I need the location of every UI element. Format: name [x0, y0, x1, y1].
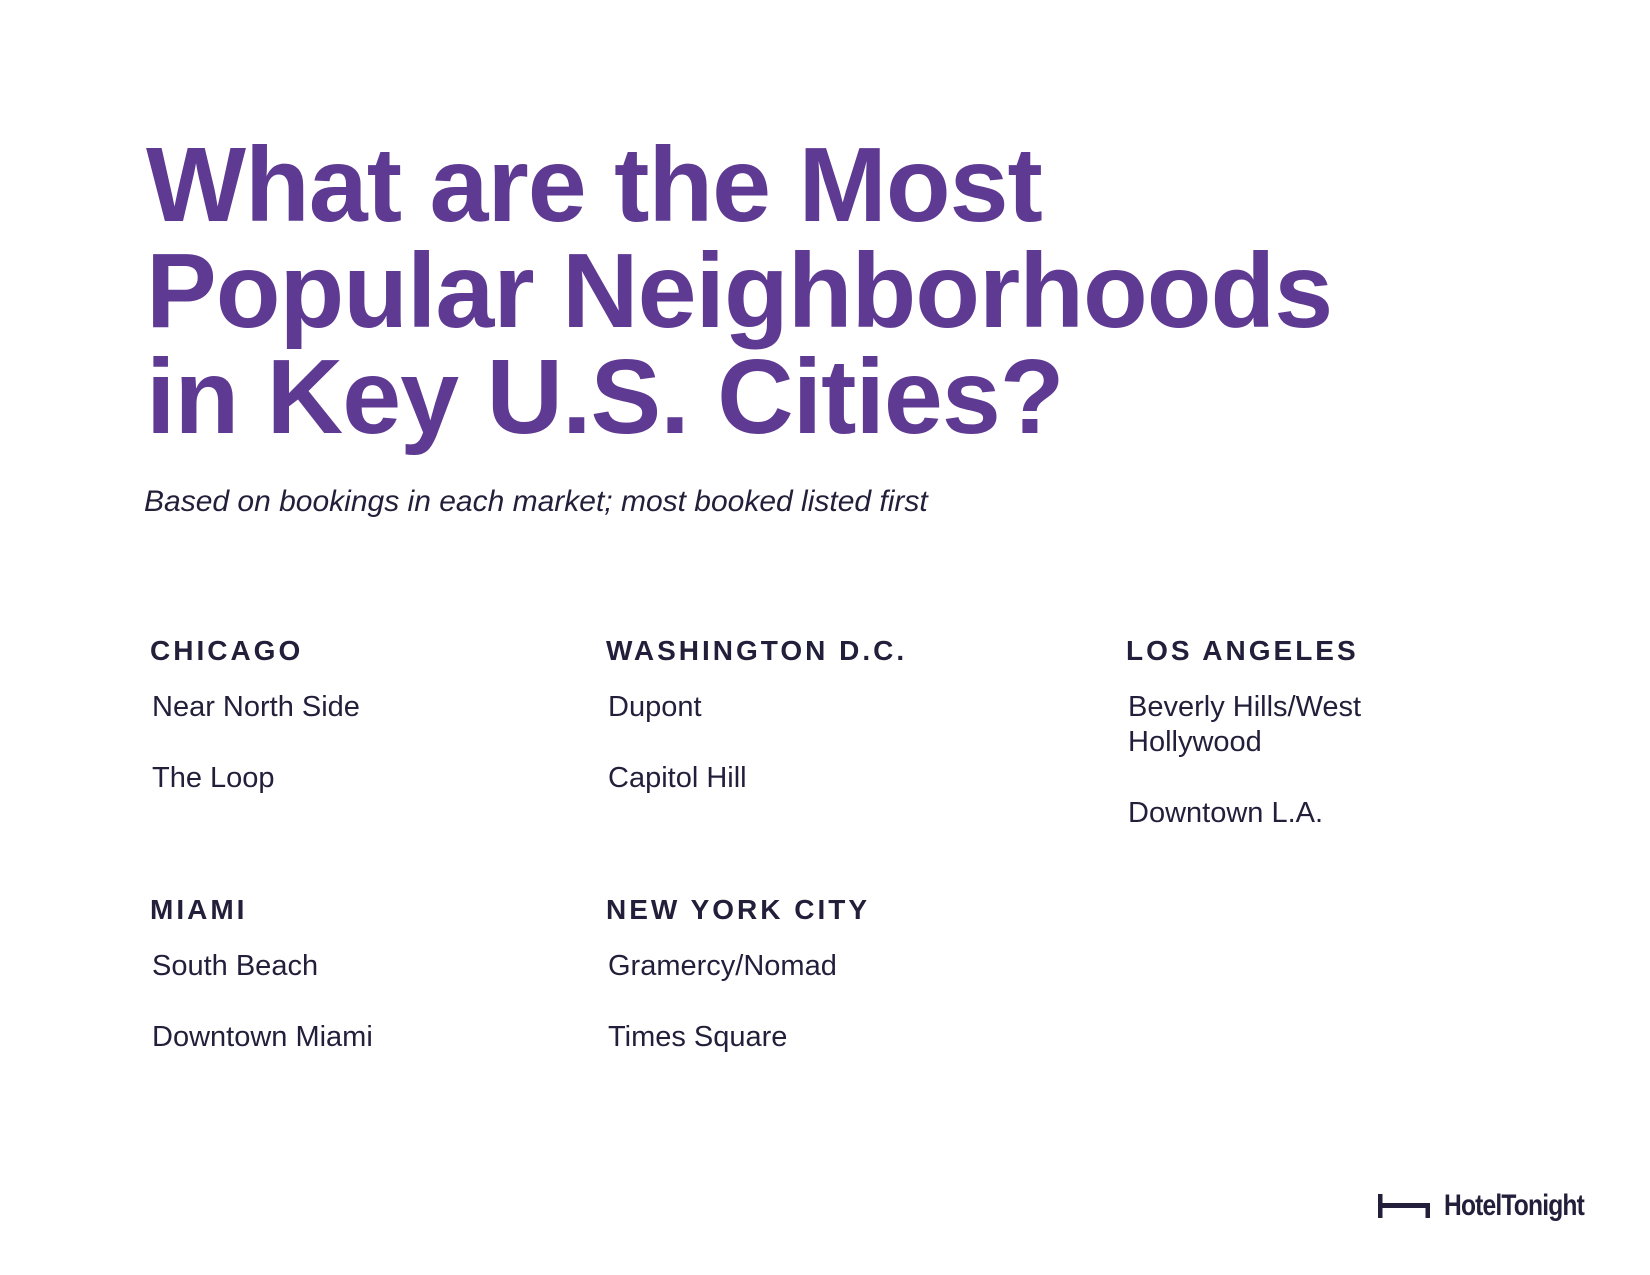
bed-icon: [1378, 1194, 1430, 1218]
neighborhood-item: Capitol Hill: [608, 762, 747, 794]
neighborhood-list: Near North Side The Loop: [152, 690, 590, 796]
neighborhood-list: Gramercy/Nomad Times Square: [608, 949, 1046, 1055]
logo-text: HotelTonight: [1444, 1189, 1585, 1222]
hoteltonight-logo: HotelTonight: [1376, 1186, 1615, 1226]
page-title-line-1: What are the Most: [146, 126, 1043, 244]
city-name: WASHINGTON D.C.: [606, 635, 908, 666]
city-section-los-angeles: LOS ANGELES Beverly Hills/West Hollywood…: [1126, 634, 1566, 867]
city-name: LOS ANGELES: [1126, 635, 1359, 666]
neighborhood-list: Beverly Hills/West Hollywood Downtown L.…: [1128, 690, 1566, 831]
neighborhood-list: South Beach Downtown Miami: [152, 949, 590, 1055]
neighborhood-item: South Beach: [152, 950, 319, 982]
neighborhood-item: Times Square: [608, 1021, 788, 1053]
page-title: What are the Most Popular Neighborhoods …: [146, 132, 1506, 450]
city-name: CHICAGO: [150, 635, 304, 666]
neighborhood-item: Dupont: [608, 691, 702, 723]
city-name: MIAMI: [150, 894, 248, 925]
neighborhood-list: Dupont Capitol Hill: [608, 690, 1046, 796]
neighborhood-item: Downtown Miami: [152, 1021, 373, 1053]
neighborhood-item: The Loop: [152, 762, 275, 794]
page-subtitle: Based on bookings in each market; most b…: [144, 485, 928, 518]
neighborhood-item: Downtown L.A.: [1128, 797, 1324, 829]
city-section-miami: MIAMI South Beach Downtown Miami: [150, 893, 590, 1091]
page-title-line-2: Popular Neighborhoods: [146, 232, 1333, 350]
neighborhood-item: Beverly Hills/West Hollywood: [1128, 691, 1362, 758]
neighborhood-item: Near North Side: [152, 691, 360, 723]
city-section-washington: WASHINGTON D.C. Dupont Capitol Hill: [606, 634, 1046, 832]
page-title-line-3: in Key U.S. Cities?: [146, 338, 1065, 456]
city-section-chicago: CHICAGO Near North Side The Loop: [150, 634, 590, 832]
city-name: NEW YORK CITY: [606, 894, 871, 925]
city-section-new-york: NEW YORK CITY Gramercy/Nomad Times Squar…: [606, 893, 1046, 1091]
neighborhood-item: Gramercy/Nomad: [608, 950, 837, 982]
